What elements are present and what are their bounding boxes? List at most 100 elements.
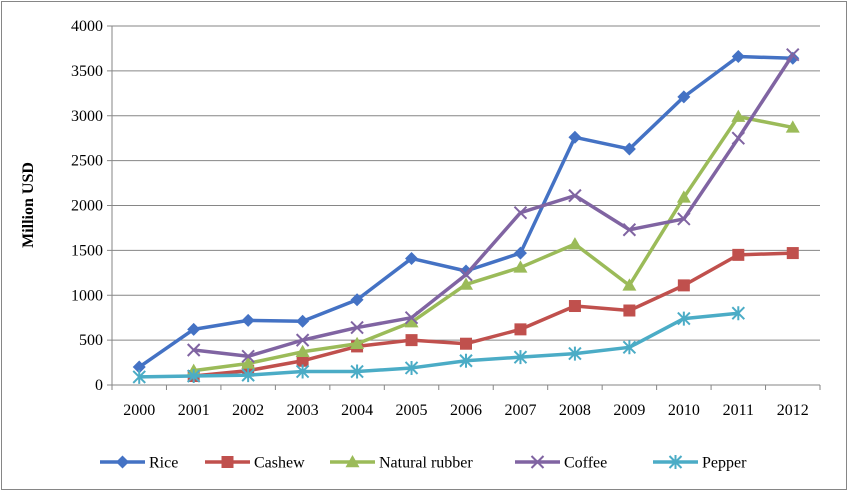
x-tick-label: 2009 xyxy=(613,402,645,419)
data-point xyxy=(513,205,528,220)
data-point xyxy=(513,246,527,260)
legend-marker xyxy=(221,456,234,468)
series-line xyxy=(193,251,793,378)
y-axis-title: Million USD xyxy=(20,162,37,248)
data-point xyxy=(513,260,528,273)
series-lines xyxy=(132,48,800,384)
y-tick-label: 3000 xyxy=(71,108,103,125)
series-line xyxy=(193,53,795,359)
data-point xyxy=(459,267,473,282)
data-point xyxy=(296,354,309,367)
x-tick-label: 2002 xyxy=(232,402,264,419)
data-point xyxy=(568,346,582,361)
data-point xyxy=(295,333,310,347)
legend-marker xyxy=(530,455,545,469)
series-line xyxy=(138,54,793,369)
x-tick-label: 2006 xyxy=(450,402,482,419)
data-point xyxy=(186,369,201,384)
x-tick-label: 2010 xyxy=(668,402,700,419)
data-point xyxy=(404,315,419,328)
data-point xyxy=(732,248,745,261)
data-point xyxy=(404,360,419,375)
legend-label: Cashew xyxy=(254,455,305,472)
data-point xyxy=(622,142,636,156)
legend-marker xyxy=(116,455,129,469)
data-point xyxy=(568,130,582,144)
legend-item: Natural rubber xyxy=(330,455,473,472)
data-point xyxy=(460,337,472,350)
legend-label: Coffee xyxy=(564,455,607,472)
data-point xyxy=(677,279,690,292)
data-point xyxy=(623,304,636,317)
data-point xyxy=(459,353,473,368)
series-coffee xyxy=(186,48,800,363)
data-point xyxy=(187,322,201,336)
data-point xyxy=(677,90,691,104)
data-point xyxy=(731,131,746,145)
data-point xyxy=(731,306,746,321)
series-pepper xyxy=(132,306,746,384)
legend-item: Rice xyxy=(100,455,178,472)
data-point xyxy=(241,368,255,383)
data-point xyxy=(295,344,310,358)
data-point xyxy=(350,320,364,335)
data-point xyxy=(622,340,637,355)
data-point xyxy=(676,190,691,203)
data-point xyxy=(405,251,419,265)
x-tick-label: 2012 xyxy=(777,402,809,419)
tick-labels: 0 500 1000 1500 2000 2500 3000 3500 4000 2000 2001… xyxy=(71,18,809,419)
data-point xyxy=(132,369,146,384)
y-tick-label: 500 xyxy=(79,332,103,349)
data-point xyxy=(241,356,256,369)
legend-label: Rice xyxy=(149,455,178,472)
data-point xyxy=(513,350,528,365)
legend-marker xyxy=(668,455,683,469)
x-tick-label: 2011 xyxy=(723,402,754,419)
x-tick-label: 2003 xyxy=(287,402,319,419)
data-point xyxy=(295,364,310,379)
data-point xyxy=(405,334,418,347)
data-point xyxy=(568,300,581,313)
data-point xyxy=(350,336,365,349)
data-point xyxy=(514,323,527,336)
legend-item: Cashew xyxy=(205,455,305,472)
data-point xyxy=(786,48,800,62)
gridlines xyxy=(112,25,820,341)
legend-item: Coffee xyxy=(515,455,607,472)
x-tick-label: 2008 xyxy=(559,402,591,419)
legend-label: Natural rubber xyxy=(379,455,473,472)
series-rice xyxy=(132,50,800,374)
data-point xyxy=(568,188,582,203)
data-point xyxy=(404,310,419,325)
x-tick-label: 2000 xyxy=(123,402,155,419)
data-point xyxy=(677,311,691,326)
y-tick-label: 3500 xyxy=(71,63,103,80)
series-cashew xyxy=(187,247,799,383)
legend: Rice Cashew Natural rubber Coffee Pepper xyxy=(100,455,747,472)
data-point xyxy=(785,120,800,133)
data-point xyxy=(622,223,637,237)
y-tick-label: 4000 xyxy=(71,18,103,35)
data-point xyxy=(186,343,201,357)
data-point xyxy=(677,212,691,226)
x-tick-label: 2004 xyxy=(341,402,373,419)
legend-item: Pepper xyxy=(653,455,747,472)
y-tick-label: 1000 xyxy=(71,287,103,304)
axes xyxy=(107,25,821,390)
x-tick-label: 2007 xyxy=(504,402,536,419)
data-point xyxy=(459,264,473,278)
data-point xyxy=(241,313,255,327)
y-tick-label: 2500 xyxy=(71,153,103,170)
data-point xyxy=(350,293,364,307)
x-tick-label: 2001 xyxy=(178,402,210,419)
data-point xyxy=(241,349,255,363)
data-point xyxy=(731,109,746,122)
data-point xyxy=(296,314,310,328)
y-tick-label: 1500 xyxy=(71,242,103,259)
y-tick-label: 0 xyxy=(95,377,103,394)
data-point xyxy=(731,50,745,64)
data-point xyxy=(459,277,473,290)
data-point xyxy=(132,360,146,374)
data-point xyxy=(567,237,582,250)
